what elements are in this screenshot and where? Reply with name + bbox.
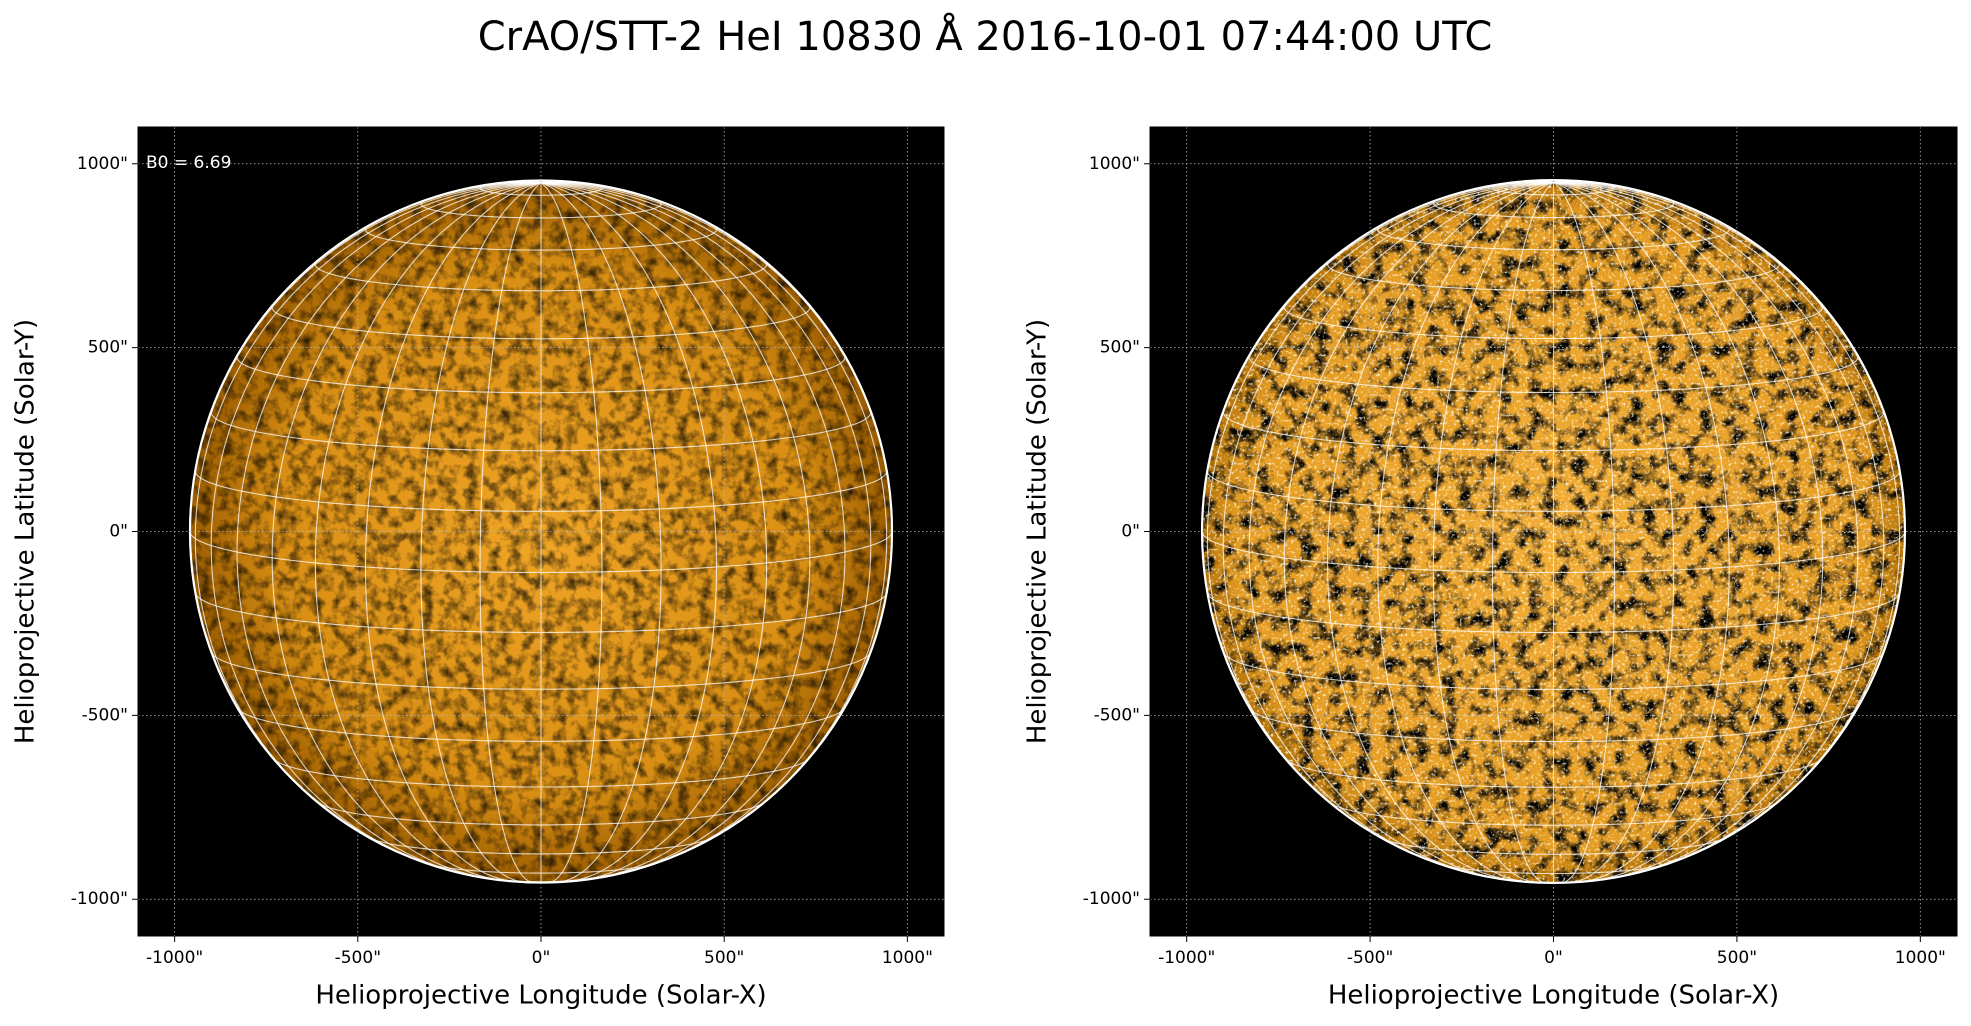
heliographic-grid [540, 182, 603, 883]
heliographic-grid [479, 182, 542, 883]
y-tick-label: -500" [82, 705, 128, 725]
axes-frame [1149, 126, 1958, 937]
panel: -1000" -500" 0" 500" 1000" -1000" -500" 0" 500" 1… [1023, 126, 1958, 1011]
y-axis-label: Helioprojective Latitude (Solar-Y) [11, 319, 41, 744]
heliographic-grid [540, 182, 811, 879]
y-tick-label: 1000" [1089, 154, 1140, 174]
heliographic-grid [1553, 181, 1885, 865]
heliographic-grid [1553, 182, 1616, 884]
heliographic-grid [1283, 181, 1554, 879]
heliographic-grid [271, 182, 542, 879]
heliographic-grid [1248, 181, 1554, 876]
heliographic-grid [1491, 182, 1554, 884]
panel: -1000" -500" 0" 500" 1000" -1000" -500" 0" 500" 1… [11, 126, 945, 1011]
x-tick-label: 1000" [882, 948, 933, 968]
heliographic-grid [540, 182, 888, 819]
y-tick-label: -1000" [71, 889, 128, 909]
x-tick-label: 500" [1717, 948, 1757, 968]
x-tick-label: -1000" [1158, 948, 1215, 968]
heliographic-grid [1553, 181, 1901, 819]
x-tick-label: 500" [704, 948, 744, 968]
y-tick-label: 500" [88, 338, 128, 358]
heliographic-grid [1327, 181, 1554, 882]
x-axis-label: Helioprojective Longitude (Solar-X) [1328, 981, 1779, 1011]
x-axis-label: Helioprojective Longitude (Solar-X) [315, 981, 766, 1011]
y-tick-label: 0" [1121, 522, 1140, 542]
axes-frame [137, 126, 945, 937]
heliographic-grid [540, 182, 872, 865]
heliographic-grid [1553, 181, 1730, 883]
x-tick-label: 0" [532, 948, 551, 968]
heliographic-grid [540, 182, 768, 881]
heliographic-grid [194, 182, 542, 819]
heliographic-grid [540, 182, 846, 876]
heliographic-grid [314, 182, 542, 881]
x-tick-label: -500" [1347, 948, 1393, 968]
heliographic-grid [236, 182, 542, 876]
x-tick-label: 0" [1544, 948, 1563, 968]
annotation: B0 = 6.69 [146, 153, 231, 173]
heliographic-grid [1377, 181, 1554, 883]
heliographic-grid [364, 182, 542, 883]
heliographic-grid [1553, 181, 1859, 876]
y-tick-label: 1000" [77, 154, 128, 174]
heliographic-grid [1206, 181, 1554, 819]
y-tick-label: -500" [1094, 705, 1140, 725]
heliographic-grid [210, 182, 542, 865]
figure-title: CrAO/STT-2 HeI 10830 Å 2016-10-01 07:44:… [478, 12, 1493, 60]
y-tick-label: -1000" [1083, 889, 1140, 909]
x-tick-label: 1000" [1895, 948, 1946, 968]
heliographic-grid [540, 182, 718, 883]
heliographic-grid [1553, 181, 1675, 884]
x-tick-label: -1000" [146, 948, 203, 968]
heliographic-grid [540, 182, 662, 883]
heliographic-grid [1553, 181, 1824, 879]
y-tick-label: 500" [1100, 338, 1140, 358]
y-tick-label: 0" [109, 522, 128, 542]
x-tick-label: -500" [335, 948, 381, 968]
heliographic-grid [1553, 181, 1780, 882]
y-axis-label: Helioprojective Latitude (Solar-Y) [1023, 319, 1053, 744]
heliographic-grid [420, 182, 542, 883]
heliographic-grid [1222, 181, 1554, 865]
heliographic-grid [1432, 181, 1554, 884]
panels: -1000" -500" 0" 500" 1000" -1000" -500" 0" 500" 1… [11, 126, 1958, 1011]
